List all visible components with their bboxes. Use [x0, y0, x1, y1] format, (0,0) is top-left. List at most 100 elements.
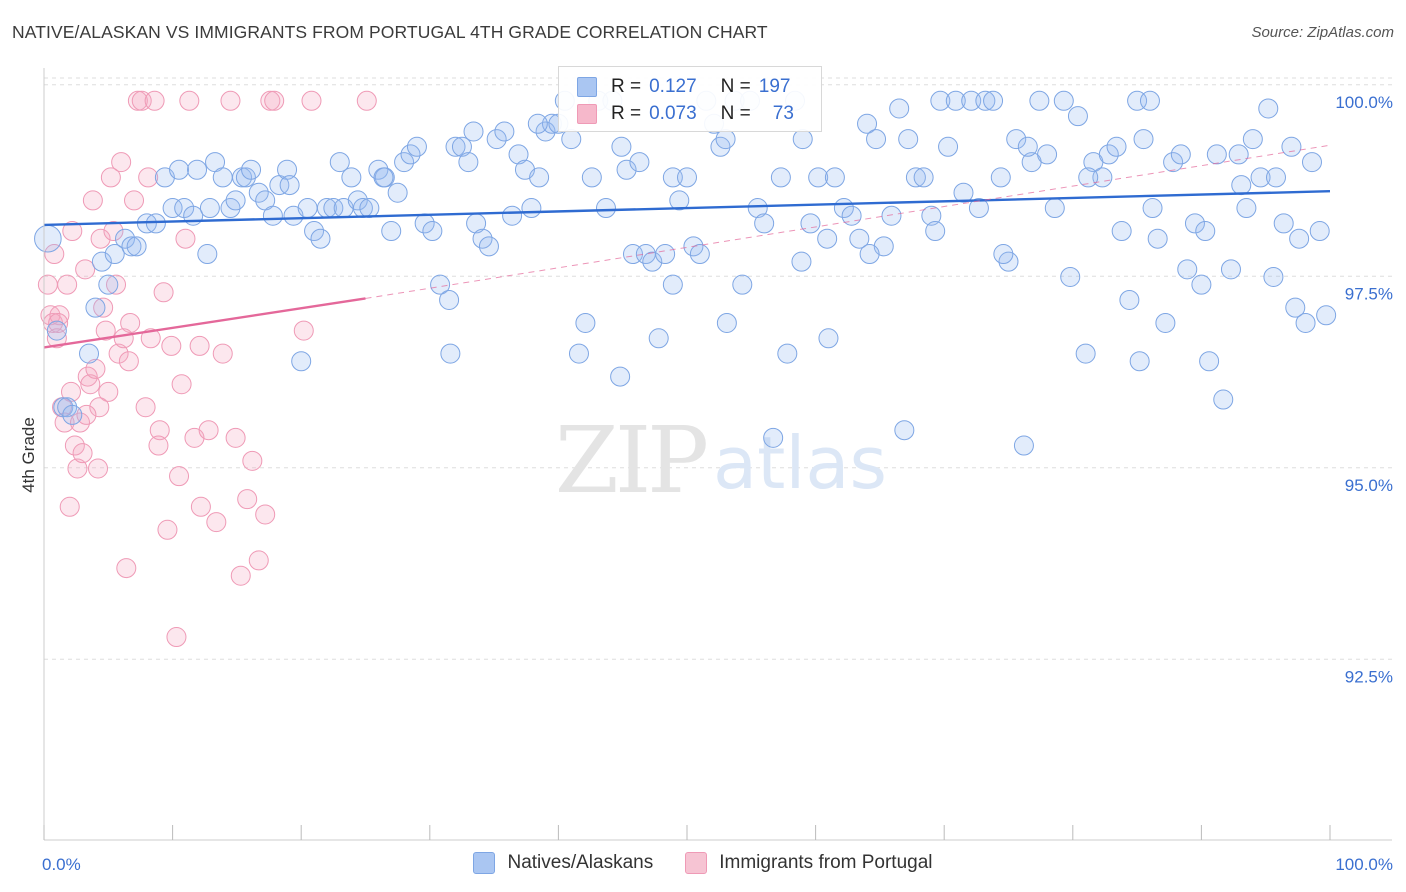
natives-point [121, 236, 142, 257]
natives-point [1295, 312, 1316, 333]
natives-point [1119, 289, 1140, 310]
natives-point [98, 274, 119, 295]
portugal-point [166, 627, 187, 648]
natives-point [187, 159, 208, 180]
natives-swatch [473, 852, 496, 874]
natives-point [945, 90, 966, 111]
pink-series [37, 90, 377, 648]
natives-point [818, 328, 839, 349]
portugal-point [189, 335, 210, 356]
portugal-point [89, 397, 110, 418]
natives-point [1281, 136, 1302, 157]
trend-lines [43, 144, 1331, 349]
portugal-point [190, 496, 211, 517]
natives-point [169, 159, 190, 180]
natives-point [770, 167, 791, 188]
portugal-point [169, 466, 190, 487]
natives-point [1067, 106, 1088, 127]
natives-point [993, 244, 1014, 265]
portugal-trend-line [43, 297, 366, 349]
natives-point [262, 205, 283, 226]
natives-point [925, 221, 946, 242]
natives-point [913, 167, 934, 188]
natives-point [1258, 98, 1279, 119]
natives-point [225, 190, 246, 211]
natives-point [792, 129, 813, 150]
natives-point [1106, 136, 1127, 157]
legend-row-blue: R = 0.127 N = 197 [577, 75, 790, 99]
natives-point [521, 198, 542, 219]
portugal-point [161, 335, 182, 356]
portugal-point [116, 558, 137, 579]
natives-point [115, 228, 136, 249]
portugal-point [264, 90, 285, 111]
natives-point [1133, 129, 1154, 150]
legend-item-natives[interactable]: Natives/Alaskans [473, 852, 653, 874]
natives-point [669, 190, 690, 211]
natives-point [575, 312, 596, 333]
natives-point [1285, 297, 1306, 318]
natives-point [1044, 198, 1065, 219]
natives-point [508, 144, 529, 165]
natives-point [889, 98, 910, 119]
natives-point [894, 420, 915, 441]
natives-point [430, 274, 451, 295]
natives-point [463, 121, 484, 142]
portugal-point [108, 343, 129, 364]
natives-point [527, 113, 548, 134]
portugal-point [76, 404, 97, 425]
portugal-point [57, 274, 78, 295]
natives-point [1301, 152, 1322, 173]
natives-point [458, 152, 479, 173]
natives-point [808, 167, 829, 188]
natives-point [732, 274, 753, 295]
natives-point [1316, 305, 1337, 326]
natives-point [990, 167, 1011, 188]
natives-point [291, 351, 312, 372]
portugal-point [98, 381, 119, 402]
portugal-point [175, 228, 196, 249]
chart-title: NATIVE/ALASKAN VS IMMIGRANTS FROM PORTUG… [12, 22, 768, 42]
portugal-point [356, 90, 377, 111]
axis-labels: 100.0% 97.5% 95.0% 92.5% 0.0% 100.0% 4th Grade [19, 93, 1393, 874]
natives-point [568, 343, 589, 364]
portugal-point [59, 496, 80, 517]
natives-point [91, 251, 112, 272]
legend-n-value: 73 [772, 103, 794, 124]
natives-point [1177, 259, 1198, 280]
portugal-point [157, 519, 178, 540]
natives-point [961, 90, 982, 111]
natives-point [1220, 259, 1241, 280]
portugal-point [149, 420, 170, 441]
natives-point [662, 167, 683, 188]
natives-point [715, 129, 736, 150]
watermark: ZIP atlas [555, 407, 887, 514]
natives-point [1147, 228, 1168, 249]
natives-point [859, 244, 880, 265]
legend-label-natives: Natives/Alaskans [507, 852, 654, 873]
natives-point [1139, 90, 1160, 111]
natives-point [1236, 198, 1257, 219]
legend-r-value: 0.073 [649, 103, 697, 124]
portugal-point [124, 190, 145, 211]
series-legend: Natives/Alaskans Immigrants from Portuga… [0, 852, 1406, 874]
portugal-point [237, 489, 258, 510]
natives-point [1265, 167, 1286, 188]
legend-n-label: N = [720, 103, 751, 124]
y-axis-label: 4th Grade [19, 417, 38, 493]
natives-point [938, 136, 959, 157]
natives-point [1228, 144, 1249, 165]
portugal-point [90, 228, 111, 249]
y-tick-label: 92.5% [1345, 667, 1393, 686]
legend-item-portugal[interactable]: Immigrants from Portugal [685, 852, 933, 874]
portugal-point [95, 320, 116, 341]
portugal-point [140, 328, 161, 349]
portugal-point [171, 374, 192, 395]
y-tick-label: 95.0% [1345, 476, 1393, 495]
natives-point [422, 221, 443, 242]
natives-point [199, 198, 220, 219]
natives-point [754, 213, 775, 234]
natives-point [197, 244, 218, 265]
natives-point [930, 90, 951, 111]
portugal-point [88, 458, 109, 479]
